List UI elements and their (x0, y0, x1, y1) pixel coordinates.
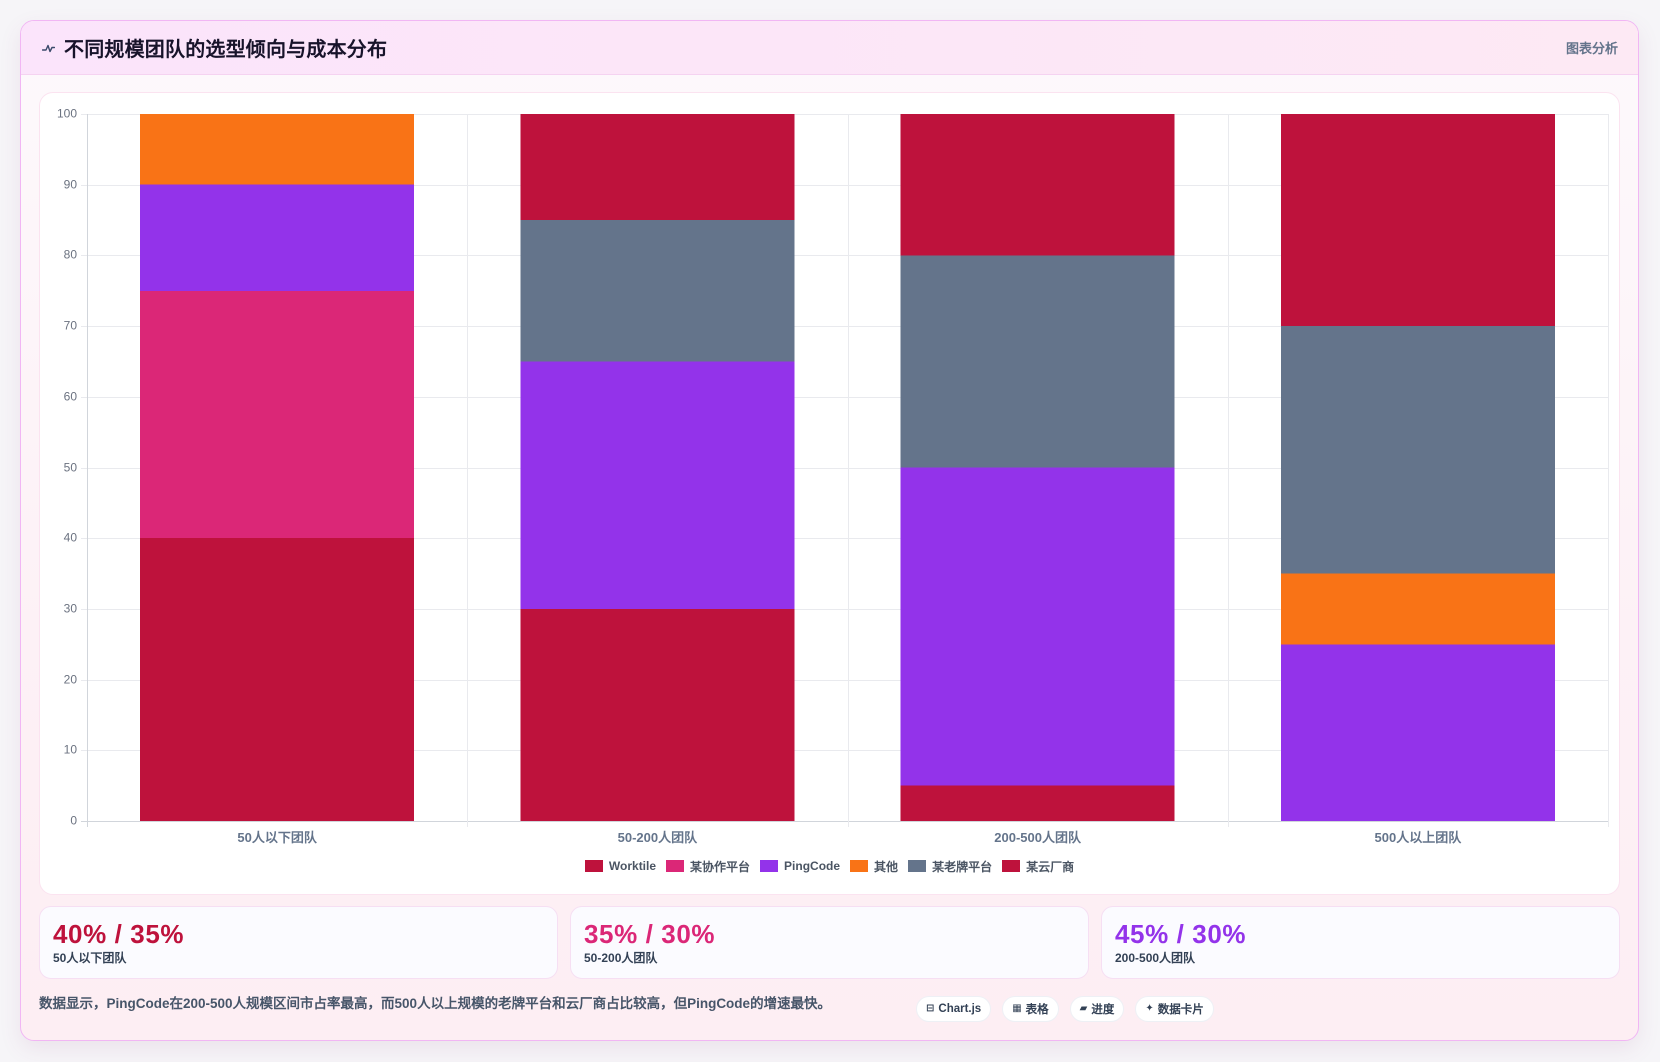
legend-item-other[interactable]: 其他 (850, 858, 898, 875)
y-tick-label: 80 (64, 248, 78, 262)
bar-segment (900, 114, 1175, 256)
legend-item-pingcode[interactable]: PingCode (760, 859, 840, 873)
bar-segment (900, 785, 1175, 821)
chart-card: 0 10 20 30 40 50 60 70 80 90 100 50人以下团队 50-200人团队 20… (39, 92, 1620, 895)
progress-icon (1080, 1004, 1088, 1014)
legend-label: PingCode (784, 859, 841, 873)
y-tick-label: 70 (64, 319, 78, 333)
legend-item-legacy-platform[interactable]: 某老牌平台 (908, 858, 992, 875)
chip-label: 数据卡片 (1157, 1004, 1204, 1016)
x-category-label: 500人以上团队 (1375, 830, 1463, 845)
trend-icon (42, 42, 55, 54)
chip-label: 表格 (1025, 1004, 1049, 1016)
legend-swatch (584, 860, 603, 872)
chip-label: Chart.js (938, 1003, 982, 1015)
chip-label: 进度 (1091, 1004, 1115, 1016)
stat-value: 35% / 30% (584, 919, 716, 949)
legend-swatch (908, 860, 927, 872)
legend-label: Worktile (608, 859, 657, 873)
legend-item-worktile[interactable]: Worktile (584, 859, 657, 873)
bar-segment (520, 220, 795, 362)
stat-label: 200-500人团队 (1115, 951, 1196, 965)
y-tick-label: 20 (64, 673, 78, 687)
legend-label: 某云厂商 (1026, 859, 1075, 874)
bar-segment (520, 114, 795, 221)
stat-card: 40% / 35% 50人以下团队 (39, 906, 558, 979)
legend-item-collab-platform[interactable]: 某协作平台 (666, 858, 750, 875)
bar-segment (1280, 326, 1555, 574)
x-category-label: 50-200人团队 (618, 830, 698, 845)
stat-card: 35% / 30% 50-200人团队 (570, 906, 1089, 979)
chart-panel: 不同规模团队的选型倾向与成本分布 图表分析 0 10 20 30 40 50 60 70 80 9… (20, 20, 1639, 1041)
legend-label: 其他 (874, 859, 899, 874)
bar-segment (900, 467, 1175, 786)
y-tick-label: 60 (64, 390, 78, 404)
y-tick-label: 30 (64, 602, 78, 616)
legend-swatch (850, 860, 869, 872)
legend-item-cloud-vendor[interactable]: 某云厂商 (1002, 858, 1074, 875)
x-category-label: 200-500人团队 (994, 830, 1082, 845)
bar-segment (140, 290, 415, 539)
bar-segment (1280, 644, 1555, 821)
bar-segment (140, 184, 415, 291)
chart-legend: Worktile 某协作平台 PingCode 其他 某老牌平台 某云厂商 (40, 858, 1619, 874)
stacked-bar-chart: 0 10 20 30 40 50 60 70 80 90 100 50人以下团队 50-200人团队 20… (57, 107, 1609, 845)
bar-segment (1280, 114, 1555, 327)
bar-segment (520, 608, 795, 821)
bar-segment (520, 361, 795, 609)
stat-value: 40% / 35% (53, 919, 185, 949)
bar-segment (140, 538, 415, 821)
y-tick-label: 0 (70, 814, 77, 828)
footer-note: 数据显示，PingCode在200-500人规模区间市占率最高，而500人以上规… (39, 996, 832, 1011)
y-tick-label: 40 (64, 531, 78, 545)
stat-card: 45% / 30% 200-500人团队 (1101, 906, 1620, 979)
chip-table: 表格 (1002, 996, 1059, 1022)
y-tick-label: 90 (64, 178, 78, 192)
bar-segment (1280, 573, 1555, 645)
legend-swatch (1002, 860, 1021, 872)
legend-swatch (760, 860, 779, 872)
y-tick-label: 10 (64, 743, 78, 757)
chip-chartjs: Chart.js (916, 996, 992, 1022)
chip-data-card: 数据卡片 (1135, 996, 1214, 1022)
sparkle-icon (1145, 1004, 1153, 1014)
page-title: 不同规模团队的选型倾向与成本分布 (64, 39, 388, 61)
legend-label: 某协作平台 (690, 859, 751, 874)
table-icon (1012, 1004, 1021, 1014)
bar-segment (140, 114, 415, 185)
stat-value: 45% / 30% (1115, 919, 1247, 949)
tech-chips: Chart.js 表格 进度 数据卡片 (916, 996, 1214, 1022)
stat-label: 50人以下团队 (53, 951, 127, 965)
bar-segment (900, 255, 1175, 468)
chart-icon (926, 1004, 934, 1014)
stat-label: 50-200人团队 (584, 951, 658, 965)
panel-header: 不同规模团队的选型倾向与成本分布 图表分析 (21, 21, 1638, 75)
legend-swatch (666, 860, 685, 872)
y-tick-label: 50 (64, 461, 78, 475)
stat-cards: 40% / 35% 50人以下团队 35% / 30% 50-200人团队 45… (39, 906, 1620, 979)
x-category-label: 50人以下团队 (237, 830, 317, 845)
header-badge: 图表分析 (1565, 41, 1618, 56)
chip-progress: 进度 (1069, 996, 1125, 1022)
y-tick-label: 100 (57, 107, 77, 121)
legend-label: 某老牌平台 (932, 859, 993, 874)
